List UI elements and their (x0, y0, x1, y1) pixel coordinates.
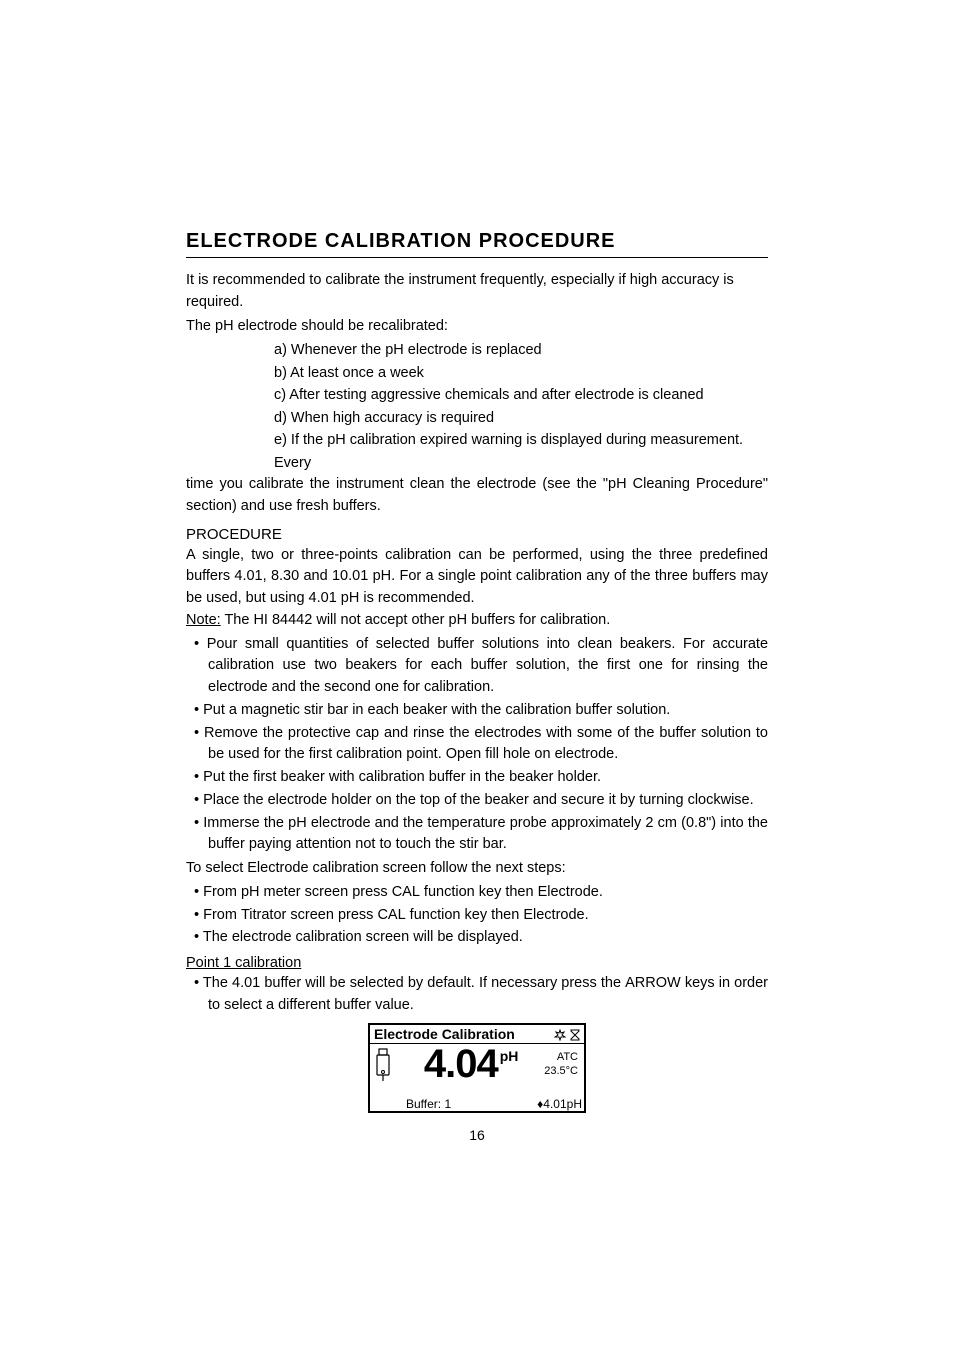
bullet-item: The electrode calibration screen will be… (186, 927, 768, 949)
bullet-list-1: Pour small quantities of selected buffer… (186, 634, 768, 857)
bullet-item: Put a magnetic stir bar in each beaker w… (186, 700, 768, 722)
buffer-value: ♦4.01pH (537, 1097, 582, 1111)
note-post: will not accept other pH buffers for cal… (312, 612, 610, 628)
t: The 4.01 buffer will be selected by defa… (203, 975, 625, 991)
lcd-screenshot: Electrode Calibration 4.04pH (186, 1023, 768, 1113)
buffer-value-text: 4.01pH (543, 1097, 582, 1111)
bullet-item: Immerse the pH electrode and the tempera… (186, 813, 768, 857)
t: . (599, 884, 603, 900)
t: CAL (392, 884, 420, 900)
list-item-b: b) At least once a week (274, 362, 768, 384)
point1-heading: Point 1 calibration (186, 955, 768, 971)
steps-intro-post: screen follow the next steps: (379, 860, 566, 876)
lcd-title-icons (554, 1026, 580, 1042)
note-bold: HI 84442 (253, 612, 312, 628)
steps-intro-pre: To select (186, 860, 247, 876)
atc-label: ATC (544, 1050, 578, 1064)
hourglass-icon (570, 1029, 580, 1041)
bullet-item: Put the first beaker with calibration bu… (186, 767, 768, 789)
bullet-item: The 4.01 buffer will be selected by defa… (186, 973, 768, 1017)
t: screen press (301, 884, 392, 900)
bullet-list-2: From pH meter screen press CAL function … (186, 882, 768, 949)
lcd-buffer-row: Buffer: 1 ♦4.01pH (370, 1097, 584, 1111)
steps-intro: To select Electrode calibration screen f… (186, 858, 768, 880)
recalibration-list: a) Whenever the pH electrode is replaced… (274, 339, 768, 474)
t: . (585, 907, 589, 923)
electrode-icon (374, 1048, 392, 1089)
list-item-e: e) If the pH calibration expired warning… (274, 429, 768, 474)
procedure-heading: PROCEDURE (186, 526, 768, 543)
stirrer-icon (554, 1029, 566, 1041)
lcd-display: Electrode Calibration 4.04pH (368, 1023, 586, 1113)
temperature-value: 23.5°C (544, 1064, 578, 1078)
lcd-title-text: Electrode Calibration (374, 1026, 515, 1042)
t: Electrode (523, 907, 584, 923)
bullet-item: Remove the protective cap and rinse the … (186, 723, 768, 767)
t: From (203, 884, 241, 900)
page-number: 16 (186, 1127, 768, 1143)
bullet-list-3: The 4.01 buffer will be selected by defa… (186, 973, 768, 1017)
lcd-center: 4.04pH (398, 1046, 544, 1082)
lcd-right-info: ATC 23.5°C (544, 1050, 578, 1079)
procedure-paragraph: A single, two or three-points calibratio… (186, 545, 768, 610)
list-item-c: c) After testing aggressive chemicals an… (274, 384, 768, 406)
page-title: ELECTRODE CALIBRATION PROCEDURE (186, 230, 768, 258)
bullet-item: From pH meter screen press CAL function … (186, 882, 768, 904)
list-item-a: a) Whenever the pH electrode is replaced (274, 339, 768, 361)
t: ARROW (625, 975, 681, 991)
list-item-d: d) When high accuracy is required (274, 407, 768, 429)
note-line: Note: The HI 84442 will not accept other… (186, 610, 768, 632)
steps-intro-bold: Electrode calibration (247, 860, 378, 876)
t: screen press (286, 907, 377, 923)
note-pre: The (221, 612, 254, 628)
t: function key then (420, 884, 538, 900)
continuation-text: time you calibrate the instrument clean … (186, 474, 768, 518)
t: Electrode (538, 884, 599, 900)
note-label: Note: (186, 612, 221, 628)
ph-unit: pH (500, 1048, 519, 1064)
lcd-body: 4.04pH ATC 23.5°C (370, 1044, 584, 1095)
t: pH meter (241, 884, 301, 900)
t: CAL (377, 907, 405, 923)
ph-reading: 4.04 (424, 1046, 498, 1082)
lcd-title-bar: Electrode Calibration (370, 1025, 584, 1044)
buffer-label: Buffer: 1 (406, 1097, 451, 1111)
intro-text-2: The pH electrode should be recalibrated: (186, 316, 768, 338)
bullet-item: Pour small quantities of selected buffer… (186, 634, 768, 699)
bullet-item: Place the electrode holder on the top of… (186, 790, 768, 812)
t: Titrator (241, 907, 286, 923)
bullet-item: From Titrator screen press CAL function … (186, 905, 768, 927)
intro-text-1: It is recommended to calibrate the instr… (186, 270, 768, 314)
t: function key then (406, 907, 524, 923)
t: From (203, 907, 241, 923)
